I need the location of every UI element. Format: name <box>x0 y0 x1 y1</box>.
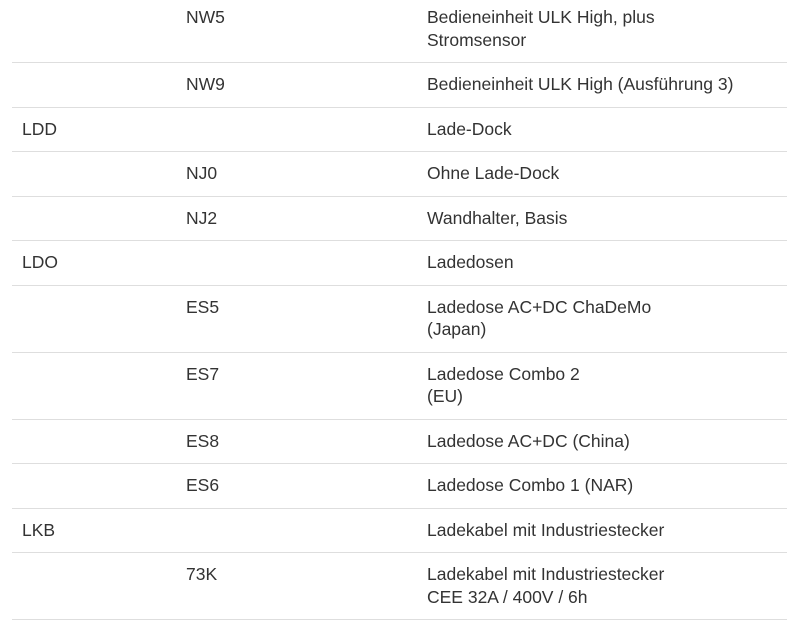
table-row: ES6 Ladedose Combo 1 (NAR) <box>12 463 787 509</box>
group-cell <box>12 196 174 241</box>
description-cell: Ladedose AC+DC ChaDeMo (Japan) <box>417 285 787 353</box>
description-cell: Ladedose Combo 1 (NAR) <box>417 463 787 509</box>
description-cell: Ladedosen <box>417 240 787 286</box>
group-cell <box>12 352 174 420</box>
group-cell <box>12 151 174 197</box>
code-cell <box>174 107 417 152</box>
code-cell: ES8 <box>174 419 417 464</box>
table-row: ES8 Ladedose AC+DC (China) <box>12 419 787 464</box>
code-cell: NJ0 <box>174 151 417 197</box>
code-cell: ES7 <box>174 352 417 420</box>
description-cell: Bedieneinheit ULK High, plus Stromsensor <box>417 0 787 63</box>
table-row: LKB Ladekabel mit Industriestecker <box>12 508 787 553</box>
code-cell: NW9 <box>174 62 417 108</box>
group-cell <box>12 463 174 509</box>
group-cell <box>12 0 174 63</box>
table-row: NW9 Bedieneinheit ULK High (Ausführung 3) <box>12 62 787 108</box>
table-row: LDD Lade-Dock <box>12 107 787 152</box>
table-row: NW5 Bedieneinheit ULK High, plus Stromsen… <box>12 0 787 63</box>
code-cell: NJ2 <box>174 196 417 241</box>
description-cell: Ladedose AC+DC (China) <box>417 419 787 464</box>
options-table: NW5 Bedieneinheit ULK High, plus Stromsen… <box>12 0 787 620</box>
code-cell <box>174 240 417 286</box>
table-row: ES7 Ladedose Combo 2 (EU) <box>12 352 787 420</box>
table-row: ES5 Ladedose AC+DC ChaDeMo (Japan) <box>12 285 787 353</box>
group-cell: LKB <box>12 508 174 553</box>
group-cell <box>12 62 174 108</box>
group-cell <box>12 285 174 353</box>
group-cell: LDD <box>12 107 174 152</box>
group-cell <box>12 419 174 464</box>
code-cell: 73K <box>174 552 417 620</box>
description-cell: Ladedose Combo 2 (EU) <box>417 352 787 420</box>
description-cell: Ladekabel mit Industriestecker CEE 32A /… <box>417 552 787 620</box>
code-cell: NW5 <box>174 0 417 63</box>
group-cell: LDO <box>12 240 174 286</box>
table-row: 73K Ladekabel mit Industriestecker CEE 32… <box>12 552 787 620</box>
description-cell: Bedieneinheit ULK High (Ausführung 3) <box>417 62 787 108</box>
group-cell <box>12 552 174 620</box>
code-cell: ES5 <box>174 285 417 353</box>
code-cell: ES6 <box>174 463 417 509</box>
description-cell: Ladekabel mit Industriestecker <box>417 508 787 553</box>
table-row: NJ2 Wandhalter, Basis <box>12 196 787 241</box>
description-cell: Ohne Lade-Dock <box>417 151 787 197</box>
description-cell: Lade-Dock <box>417 107 787 152</box>
description-cell: Wandhalter, Basis <box>417 196 787 241</box>
code-cell <box>174 508 417 553</box>
table-row: LDO Ladedosen <box>12 240 787 286</box>
table-row: NJ0 Ohne Lade-Dock <box>12 151 787 197</box>
